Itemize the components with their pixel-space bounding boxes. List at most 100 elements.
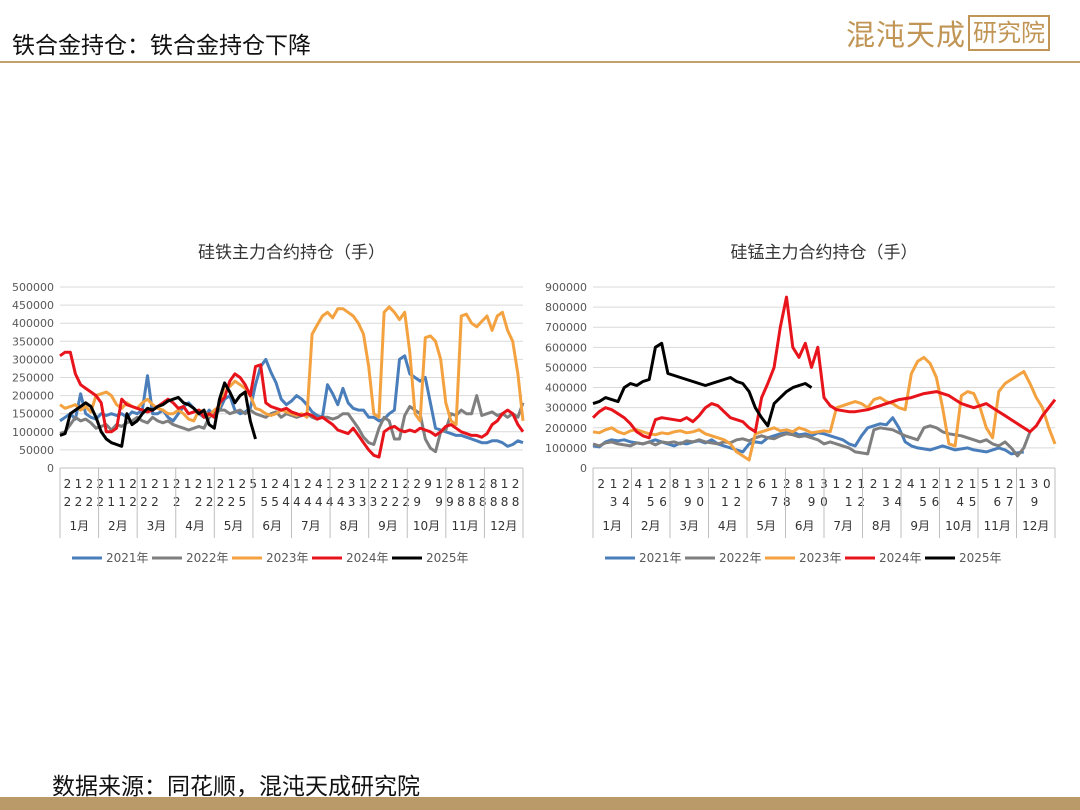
chart2-month-label: 4月 xyxy=(718,519,738,533)
chart2-x-day-label: 2 xyxy=(734,495,742,509)
chart1-x-day-label: 2 xyxy=(96,477,104,491)
chart1-x-day-label: 2 xyxy=(140,495,148,509)
chart2-x-day-label: 2 xyxy=(597,477,605,491)
chart1-month-label: 3月 xyxy=(147,519,167,533)
chart2-y-tick-label: 700000 xyxy=(545,321,587,334)
chart2-x-day-label: 1 xyxy=(734,477,742,491)
chart2-x-day-label: 6 xyxy=(659,495,667,509)
chart2-x-day-label: 1 xyxy=(808,477,816,491)
chart2-x-day-label: 4 xyxy=(894,495,902,509)
chart2-x-day-label: 1 xyxy=(857,477,865,491)
chart1-x-day-label: 2 xyxy=(75,495,83,509)
chart1-month-label: 2月 xyxy=(108,519,128,533)
chart1-month-label: 6月 xyxy=(262,519,282,533)
chart1-y-tick-label: 350000 xyxy=(12,335,54,348)
chart1-x-day-label: 2 xyxy=(381,495,389,509)
chart1-x-day-label: 8 xyxy=(468,495,476,509)
chart1-y-tick-label: 0 xyxy=(47,462,54,475)
chart1-x-day-label: 2 xyxy=(64,495,72,509)
chart2-x-day-label: 8 xyxy=(783,495,791,509)
chart2-month-label: 11月 xyxy=(984,519,1011,533)
chart2-x-day-label: 1 xyxy=(833,477,841,491)
chart-silicon-iron-open-interest: 硅铁主力合约持仓（手） 500000 450000 400000 350000 30000… xyxy=(0,230,530,580)
chart1-x-day-label: 2 xyxy=(271,477,279,491)
chart2-x-day-label: 2 xyxy=(956,477,964,491)
chart1-x-day-label: 2 xyxy=(86,477,94,491)
chart1-y-tick-label: 300000 xyxy=(12,353,54,366)
chart2-month-label: 2月 xyxy=(641,519,661,533)
chart2-y-tick-label: 800000 xyxy=(545,301,587,314)
chart1-legend-label: 2021年 xyxy=(106,551,149,565)
chart1-x-day-label: 1 xyxy=(359,477,367,491)
chart1-x-day-label: 4 xyxy=(304,495,312,509)
chart1-x-day-label: 5 xyxy=(239,495,247,509)
chart2-y-tick-label: 600000 xyxy=(545,341,587,354)
chart1-month-label: 9月 xyxy=(378,519,398,533)
chart1-x-day-label: 5 xyxy=(271,495,279,509)
chart1-y-tick-label: 200000 xyxy=(12,390,54,403)
chart1-series-line xyxy=(59,354,524,448)
brand-logo: 混沌天成 研究院 xyxy=(846,14,1051,52)
chart2-x-day-label: 6 xyxy=(993,495,1001,509)
chart1-x-day-label: 2 xyxy=(217,477,225,491)
chart1-x-day-label: 4 xyxy=(315,495,323,509)
logo-text: 混沌天成 xyxy=(846,18,967,52)
chart1-title: 硅铁主力合约持仓（手） xyxy=(198,243,385,263)
chart2-x-day-label: 7 xyxy=(771,495,779,509)
chart1-x-day-label: 2 xyxy=(151,477,159,491)
chart-svg-simn: 硅锰主力合约持仓（手） 900000 800000 700000 600000 50000… xyxy=(545,243,1057,565)
chart1-x-day-label: 8 xyxy=(479,495,487,509)
chart2-y-tick-label: 400000 xyxy=(545,382,587,395)
chart2-x-day-label: 2 xyxy=(857,495,865,509)
header-divider xyxy=(0,61,1080,63)
chart1-x-day-label: 2 xyxy=(206,495,214,509)
chart1-x-day-label: 1 xyxy=(140,477,148,491)
chart2-month-label: 3月 xyxy=(679,519,699,533)
chart1-month-label: 5月 xyxy=(224,519,244,533)
chart1-x-day-label: 2 xyxy=(402,477,410,491)
chart1-month-label: 8月 xyxy=(340,519,360,533)
footer-bar xyxy=(0,797,1080,810)
chart2-title: 硅锰主力合约持仓（手） xyxy=(731,243,918,263)
chart1-x-day-label: 1 xyxy=(468,477,476,491)
chart1-x-day-label: 1 xyxy=(228,477,236,491)
chart2-x-day-label: 5 xyxy=(647,495,655,509)
chart1-x-day-label: 2 xyxy=(86,495,94,509)
chart2-x-day-label: 5 xyxy=(919,495,927,509)
chart2-series-line xyxy=(592,341,813,428)
chart2-month-label: 12月 xyxy=(1022,519,1049,533)
chart2-x-day-label: 6 xyxy=(758,477,766,491)
chart1-x-day-label: 9 xyxy=(446,495,454,509)
chart1-x-day-label: 9 xyxy=(413,495,421,509)
chart2-x-day-label: 2 xyxy=(894,477,902,491)
chart1-x-day-label: 3 xyxy=(359,495,367,509)
chart1-x-day-label: 1 xyxy=(293,477,301,491)
chart2-x-day-label: 2 xyxy=(659,477,667,491)
chart1-x-day-label: 2 xyxy=(173,477,181,491)
chart2-x-day-label: 3 xyxy=(882,495,890,509)
chart2-month-label: 1月 xyxy=(602,519,622,533)
chart2-x-day-label: 2 xyxy=(870,477,878,491)
chart2-y-tick-label: 500000 xyxy=(545,361,587,374)
chart1-x-day-label: 2 xyxy=(239,477,247,491)
chart2-x-day-label: 3 xyxy=(610,495,618,509)
chart1-y-tick-label: 450000 xyxy=(12,299,54,312)
chart1-x-day-label: 3 xyxy=(348,495,356,509)
chart2-y-tick-label: 100000 xyxy=(545,442,587,455)
chart2-x-day-label: 8 xyxy=(795,477,803,491)
chart2-x-day-label: 9 xyxy=(1031,495,1039,509)
chart1-series-line xyxy=(59,381,257,448)
chart2-x-day-label: 3 xyxy=(1031,477,1039,491)
chart2-month-label: 8月 xyxy=(872,519,892,533)
chart1-y-tick-label: 250000 xyxy=(12,372,54,385)
chart1-x-day-label: 2 xyxy=(381,477,389,491)
chart1-x-day-label: 4 xyxy=(337,495,345,509)
chart2-legend-label: 2023年 xyxy=(799,551,842,565)
chart2-y-tick-label: 300000 xyxy=(545,402,587,415)
chart1-y-tick-label: 150000 xyxy=(12,408,54,421)
chart1-x-day-label: 8 xyxy=(457,477,465,491)
chart2-x-day-label: 0 xyxy=(1043,477,1051,491)
chart1-y-tick-label: 400000 xyxy=(12,317,54,330)
chart1-legend-label: 2025年 xyxy=(426,551,469,565)
chart2-legend-label: 2025年 xyxy=(959,551,1002,565)
